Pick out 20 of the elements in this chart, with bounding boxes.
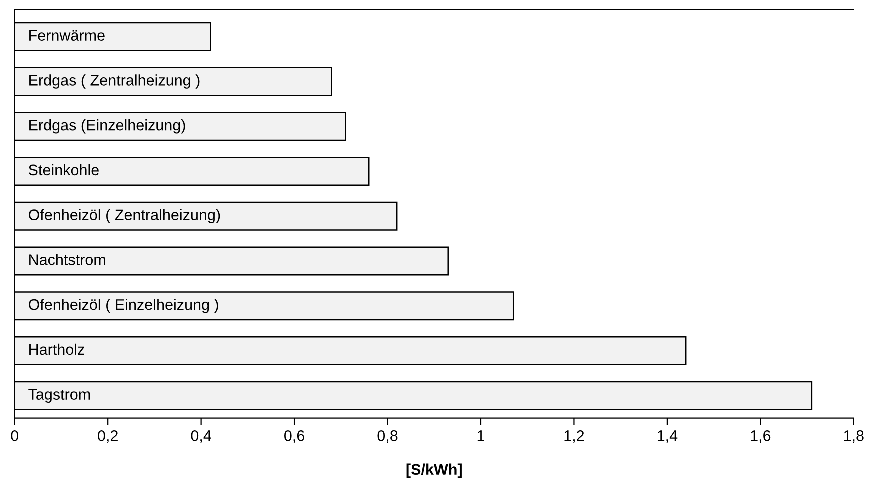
x-tick-label: 1,8 (844, 430, 864, 444)
x-tick-label: 1,2 (564, 430, 584, 444)
x-tick-label: 0,2 (98, 430, 118, 444)
x-tick-label: 1 (478, 430, 484, 442)
y-tick-label: Nachtstrom (30, 254, 106, 266)
y-tick-label: Fernwärme (30, 30, 105, 41)
y-tick-label: Ofenheizöl ( Zentralheizung) (29, 209, 220, 224)
y-tick-label: Ofenheizöl ( Einzelheizung ) (29, 299, 218, 314)
y-tick-label: Erdgas (Einzelheizung) (30, 120, 186, 134)
y-tick-label: Hartholz (30, 344, 84, 356)
x-tick-label: 0,4 (191, 430, 212, 444)
y-tick-label: Erdgas ( Zentralheizung ) (30, 74, 200, 89)
y-tick-label: Tagstrom (28, 389, 90, 404)
x-tick-label: 0 (11, 430, 19, 442)
x-tick-label: 1,6 (751, 430, 771, 444)
x-tick-label: 0,6 (284, 430, 304, 444)
y-tick-label: Steinkohle (28, 164, 99, 176)
x-tick-label: 1,4 (658, 430, 678, 444)
x-axis-title: [S/kWh] (406, 464, 462, 478)
x-tick-label: 0,8 (378, 430, 398, 444)
